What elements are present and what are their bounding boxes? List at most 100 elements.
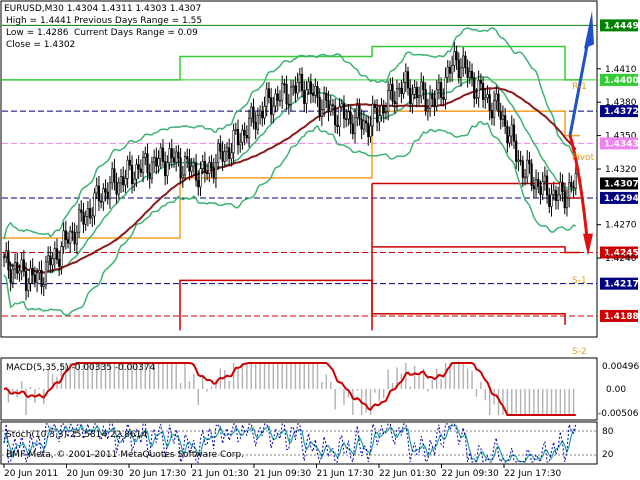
candle-body — [298, 74, 301, 83]
candle-body — [283, 83, 286, 86]
candle-body — [517, 159, 520, 162]
candle-body — [55, 248, 59, 260]
candles — [2, 42, 577, 301]
price-tag-bg — [600, 177, 638, 190]
candle-body — [108, 182, 112, 200]
time-tick-label: 21 Jun 01:30 — [192, 469, 249, 479]
candle-body — [212, 167, 215, 179]
candle-body — [38, 269, 41, 274]
candle-body — [133, 178, 136, 185]
candle-body — [292, 85, 295, 88]
step-line-3 — [372, 246, 580, 254]
candle-body — [327, 100, 330, 112]
down-arrow-shaft — [568, 135, 590, 248]
candle-body — [420, 81, 423, 97]
candle-body — [329, 104, 332, 112]
candle-body — [201, 160, 204, 169]
price-tag-label: 1.4343 — [604, 139, 639, 149]
candle-body — [91, 215, 94, 219]
candle-body — [265, 88, 268, 107]
candle-body — [42, 284, 45, 287]
candle-body — [296, 82, 299, 94]
up-arrow-head — [584, 10, 594, 49]
macd-panel — [3, 362, 576, 416]
candle-body — [13, 262, 17, 270]
candle-body — [86, 208, 89, 217]
candle-body — [440, 82, 443, 98]
price-tag-bg — [600, 191, 638, 204]
candle-body — [270, 97, 273, 115]
candle-body — [16, 262, 19, 274]
candle-body — [254, 121, 257, 130]
candle-body — [80, 209, 83, 213]
candle-body — [406, 71, 410, 89]
candle-body — [557, 194, 560, 201]
candle-body — [364, 120, 368, 124]
candle-body — [572, 186, 575, 189]
candle-body — [168, 148, 171, 163]
candle-body — [100, 200, 103, 203]
candle-body — [24, 271, 28, 291]
candle-body — [367, 122, 370, 138]
candle-body — [545, 175, 549, 196]
candle-body — [104, 188, 107, 193]
candle-body — [278, 99, 282, 102]
candle-body — [97, 185, 101, 202]
candle-body — [422, 81, 425, 90]
candle-body — [548, 194, 551, 207]
candle-body — [287, 103, 290, 106]
candle-body — [477, 80, 480, 98]
candle-body — [159, 147, 162, 160]
candle-body — [323, 92, 326, 110]
candle-body — [371, 103, 374, 127]
candle-body — [475, 97, 478, 99]
stoch-main-line — [3, 423, 576, 463]
candle-body — [314, 86, 317, 96]
candle-body — [192, 162, 195, 167]
candle-body — [22, 259, 25, 272]
candle-body — [451, 64, 454, 74]
price-tag-label: 1.4372 — [604, 107, 639, 117]
candle-body — [236, 128, 240, 146]
candle-body — [391, 83, 394, 102]
candle-body — [530, 163, 533, 187]
candle-body — [82, 212, 85, 225]
band-lower — [3, 120, 577, 316]
candle-body — [356, 104, 359, 119]
candle-body — [71, 230, 74, 233]
candle-body — [497, 93, 500, 112]
candle-body — [225, 147, 229, 153]
candle-body — [345, 118, 348, 121]
candle-body — [411, 94, 414, 105]
candle-body — [506, 125, 509, 144]
candle-body — [135, 164, 138, 180]
candle-body — [303, 90, 306, 104]
band-upper — [3, 27, 577, 240]
candle-body — [250, 106, 253, 119]
candle-body — [554, 190, 558, 201]
candle-body — [534, 179, 538, 190]
candle-body — [84, 216, 87, 225]
candle-body — [378, 115, 381, 123]
candle-body — [409, 87, 412, 105]
candle-body — [179, 157, 182, 179]
price-tag-bg — [600, 19, 638, 32]
candle-body — [272, 105, 275, 115]
candle-body — [128, 159, 131, 166]
candle-body — [459, 67, 463, 78]
candle-body — [206, 172, 209, 175]
candle-body — [219, 143, 222, 152]
candle-body — [470, 70, 474, 79]
candle-body — [504, 115, 507, 127]
candle-body — [499, 111, 502, 120]
candle-body — [29, 267, 32, 284]
candle-body — [210, 161, 213, 169]
candle-body — [44, 261, 48, 285]
candle-body — [33, 274, 37, 283]
price-tag-bg — [600, 246, 638, 259]
candle-body — [468, 70, 471, 78]
candle-body — [7, 250, 10, 271]
candle-body — [358, 104, 361, 120]
candle-body — [161, 147, 165, 162]
up-arrow-shaft — [568, 35, 591, 136]
